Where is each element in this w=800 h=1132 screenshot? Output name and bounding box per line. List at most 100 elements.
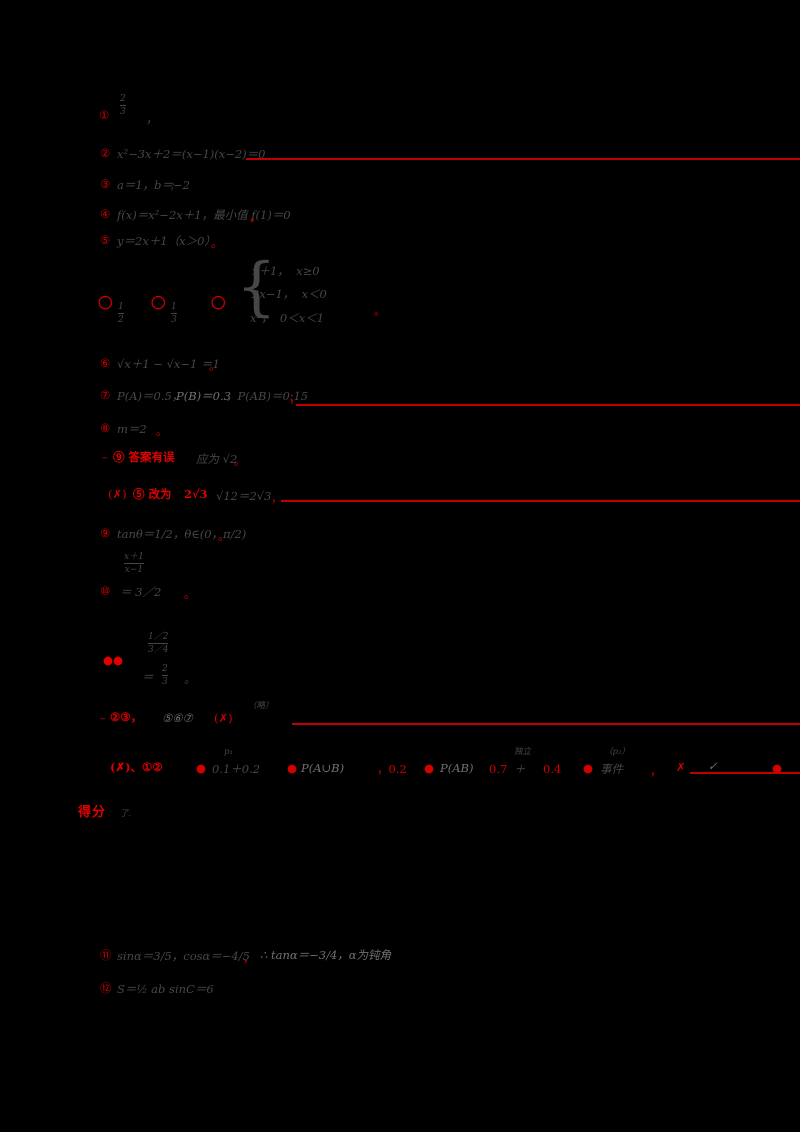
red-period: ， (271, 491, 283, 505)
fraction-numerator: 1 (118, 302, 124, 312)
red-dash: – (100, 711, 106, 725)
math-fragment: 应为 √2 (196, 452, 238, 466)
fraction-denominator: 3 (120, 107, 126, 118)
math-fragment: sinα＝3/5，cosα＝−4/5 (117, 949, 250, 963)
math-fragment: 。 (184, 672, 196, 686)
math-fragment: √x＋1 − √x−1 ＝1 (117, 357, 220, 371)
red-period: 。 (211, 236, 223, 250)
problem-marker-11: ⑪ (100, 948, 112, 962)
math-fragment: 0.1＋0.2 (212, 762, 261, 776)
red-circle-mark: ◯ (211, 295, 226, 310)
fraction-denominator: 3 (171, 315, 177, 326)
problem-marker-3: ③ (100, 177, 111, 191)
problem-marker-2: ② (100, 146, 111, 160)
note-text: （略） (248, 701, 274, 711)
fraction-denominator: 3 (162, 677, 168, 688)
fraction-bar (162, 675, 168, 677)
problem-marker-7: ⑦ (100, 388, 111, 402)
red-underline (292, 723, 800, 725)
math-fragment: x²−3x＋2＝(x−1)(x−2)＝0 (117, 147, 266, 161)
math-fragment: ； (170, 182, 179, 192)
check-mark: ✓ (708, 759, 718, 773)
problem-marker-8: ⑧ (100, 421, 111, 435)
red-value: ，0.2 (377, 762, 407, 776)
math-fragment: ⑤⑥⑦ (162, 711, 193, 725)
red-dash: – (102, 450, 108, 464)
red-period: 。 (184, 587, 196, 601)
problem-marker-10: ⑩ (100, 584, 111, 598)
score-stamp: 得分 (78, 805, 107, 820)
wrong-mark: (✗) (108, 487, 127, 501)
math-fragment: ∴ tanα＝−3/4，α为钝角 (260, 948, 392, 962)
red-dot-marks: ●● (103, 653, 124, 667)
red-circle-mark: ◯ (98, 295, 113, 310)
wrong-mark: (✗) (214, 711, 233, 725)
problem-marker-12: ⑫ (100, 981, 112, 995)
red-period: 。 (250, 210, 262, 224)
problem-marker-9: ⑨ (100, 526, 111, 540)
red-dot: ● (424, 761, 435, 775)
math-fragment: x²， 0＜x＜1 (250, 311, 325, 325)
fraction-numerator: 1 (171, 302, 177, 312)
red-period: ， (243, 951, 255, 965)
fraction-bar (118, 313, 124, 315)
red-value: 0.4 (543, 762, 562, 776)
wrong-mark: ✗ (676, 760, 686, 774)
red-circle-mark: ◯ (151, 295, 166, 310)
red-period: ， (650, 764, 662, 778)
brace: { (236, 250, 277, 324)
problem-marker-1: ① (99, 108, 110, 122)
math-fragment: ＋ (514, 762, 526, 776)
math-fragment: tanθ＝1/2，θ∈(0，π/2) (117, 527, 247, 541)
fraction-bar (148, 643, 169, 645)
correction-text: ②③， (110, 710, 143, 724)
math-fragment: m＝2 (117, 422, 147, 436)
red-period: 。 (374, 304, 386, 318)
math-fragment: P(A)＝0.5， (117, 389, 184, 403)
math-fragment: f(x)＝x²−2x＋1，最小值 f(1)＝0 (117, 208, 291, 222)
fraction-denominator: 3／4 (148, 645, 169, 656)
fraction-denominator: 2 (118, 315, 124, 326)
fraction-numerator: 1／2 (148, 632, 169, 642)
red-period: 。 (218, 529, 230, 543)
math-fragment: ＝ 3／2 (120, 585, 162, 599)
math-fragment: S＝½ ab sinC＝6 (117, 982, 214, 996)
fraction-bar (120, 105, 126, 107)
math-fragment: a＝1，b＝−2 (117, 178, 190, 192)
math-fragment: P(A∪B) (301, 761, 345, 775)
math-fragment: √12＝2√3 (216, 489, 272, 503)
red-period: 。 (156, 424, 168, 438)
math-fragment: x＋1， x≥0 (252, 264, 320, 278)
red-underline (690, 772, 800, 774)
red-dot: ● (196, 761, 207, 775)
correction-text: ⑨ 答案有误 (113, 450, 175, 464)
note-text: 了. (120, 809, 132, 819)
math-fragment: 事件 (600, 762, 623, 776)
problem-marker-4: ④ (100, 207, 111, 221)
red-dot: ● (583, 761, 594, 775)
red-period: 。 (209, 359, 221, 373)
fraction-bar (124, 563, 144, 565)
red-period: ； (289, 391, 301, 405)
note-text: （p₂） (604, 747, 630, 757)
red-dot: ● (287, 761, 298, 775)
note-text: 独立 (514, 747, 532, 757)
problem-marker-6: ⑥ (100, 356, 111, 370)
fraction-numerator: x＋1 (124, 552, 144, 562)
math-fragment: P(AB) (440, 761, 474, 775)
red-underline (281, 500, 800, 502)
correction-text: (✗)、①② (110, 760, 163, 774)
math-fragment: 2x−1， x＜0 (252, 287, 327, 301)
fraction-numerator: 2 (162, 664, 168, 674)
red-period: 。 (234, 454, 246, 468)
fraction-numerator: 2 (120, 94, 126, 104)
red-underline (296, 404, 800, 406)
fraction: x＋1 x−1 (124, 552, 144, 576)
problem-marker-5: ⑤ (100, 233, 111, 247)
math-fragment: ＝ (142, 670, 154, 684)
